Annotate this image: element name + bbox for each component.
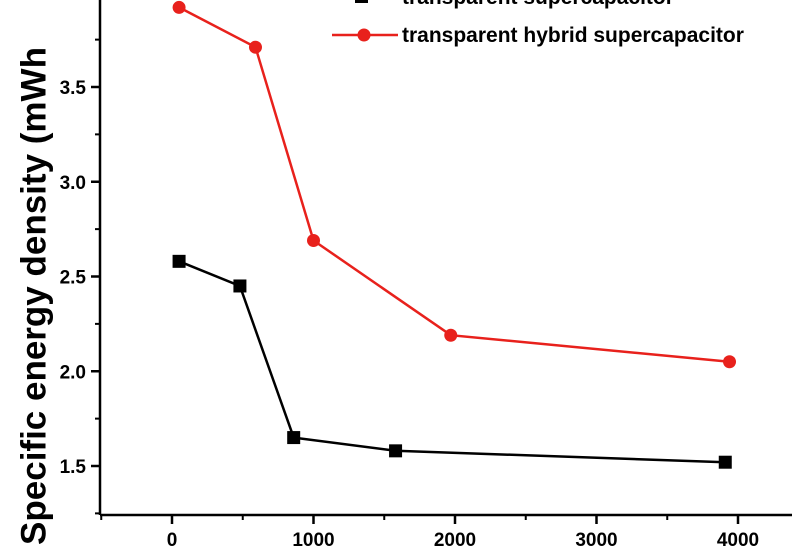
legend: transparent supercapacitor transparent h… — [332, 0, 744, 47]
data-point-square — [389, 444, 403, 458]
y-axis-title: Specific energy density (mWh — [15, 47, 54, 545]
data-point-circle — [172, 0, 186, 14]
data-point-square — [233, 279, 247, 293]
legend-marker-circle — [357, 28, 371, 42]
data-point-circle — [307, 233, 320, 247]
x-ticks: 0 1000 2000 3000 4000 — [100, 515, 759, 551]
y-tick-label: 2.0 — [60, 362, 86, 383]
legend-item-transparent-hybrid-supercapacitor: transparent hybrid supercapacitor — [332, 24, 744, 47]
legend-label-0: transparent supercapacitor — [402, 0, 674, 9]
data-point-square — [718, 455, 732, 469]
x-tick-label: 2000 — [434, 530, 476, 551]
data-point-square — [172, 254, 186, 268]
axes — [98, 0, 792, 517]
legend-label-1: transparent hybrid supercapacitor — [402, 24, 744, 47]
data-point-circle — [723, 355, 737, 369]
legend-item-transparent-supercapacitor: transparent supercapacitor — [355, 0, 674, 9]
y-tick-label: 3.0 — [60, 173, 86, 194]
y-tick-label: 3.5 — [60, 78, 87, 99]
y-tick-label: 2.5 — [60, 268, 87, 289]
data-point-square — [287, 431, 301, 445]
y-ticks: 1.5 2.0 2.5 3.0 3.5 — [60, 38, 100, 515]
series-line-0 — [178, 260, 726, 464]
data-point-circle — [444, 328, 458, 342]
x-tick-label: 4000 — [717, 530, 759, 551]
x-tick-label: 3000 — [575, 530, 617, 551]
series-line-1 — [178, 6, 730, 364]
y-tick-label: 1.5 — [60, 457, 87, 478]
x-tick-label: 0 — [167, 530, 178, 551]
data-point-circle — [248, 40, 262, 54]
series-layer — [172, 0, 737, 469]
legend-marker-square — [355, 0, 368, 3]
x-tick-label: 1000 — [292, 530, 334, 551]
